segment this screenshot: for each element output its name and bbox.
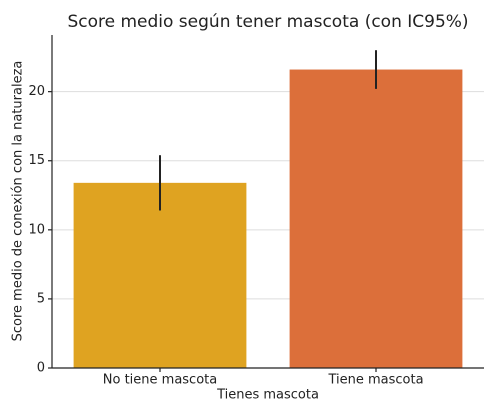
- bar: [73, 182, 247, 368]
- y-tick-label: 5: [37, 291, 45, 306]
- x-tick-label: Tiene mascota: [327, 373, 423, 388]
- bar: [289, 69, 463, 368]
- y-axis-label: Score medio de conexión con la naturalez…: [11, 61, 26, 342]
- x-axis-label: Tienes mascota: [216, 388, 319, 403]
- y-tick-label: 10: [28, 222, 45, 237]
- y-tick-label: 0: [37, 361, 45, 376]
- chart-title: Score medio según tener mascota (con IC9…: [67, 12, 468, 32]
- y-tick-label: 20: [28, 84, 45, 99]
- x-tick-label: No tiene mascota: [103, 373, 217, 388]
- y-tick-label: 15: [28, 153, 45, 168]
